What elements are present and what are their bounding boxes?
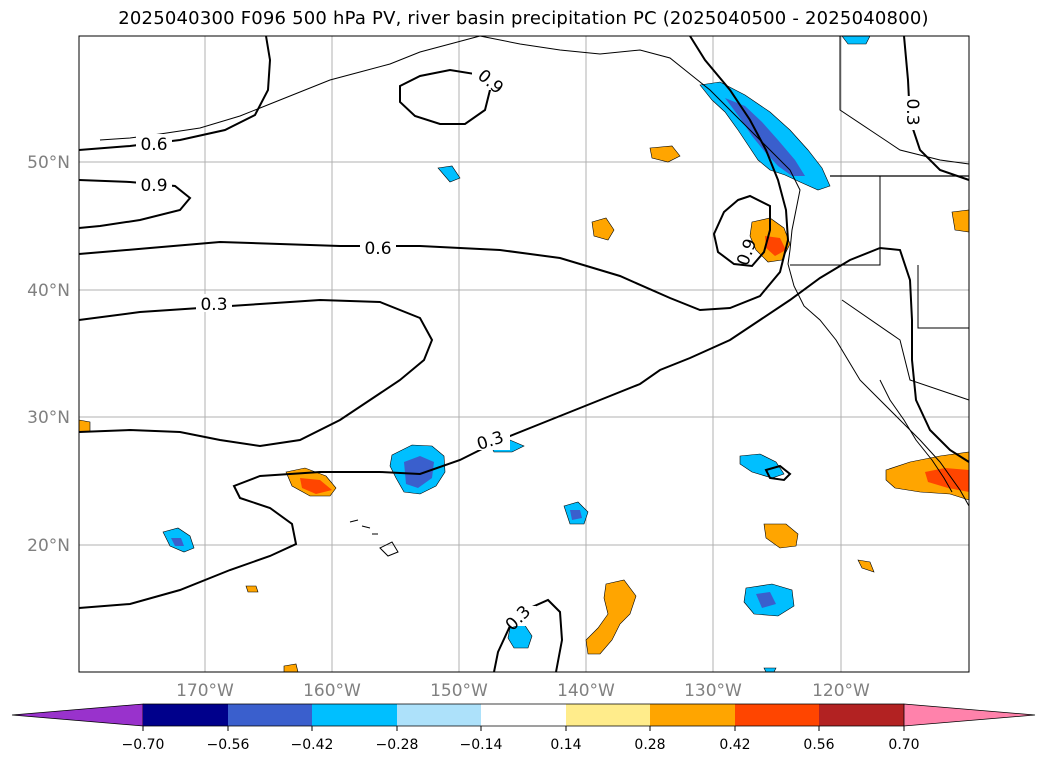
colorbar-bin-9 [819,704,904,726]
colorbar-bin-3 [312,704,397,726]
colorbar-tick-label: −0.28 [376,737,419,753]
colorbar-outline [143,703,904,727]
colorbar-tick-label: −0.14 [460,737,503,753]
colorbar-extend-low [11,703,144,727]
lon-label-170w: 170°W [176,681,234,701]
lat-label-30n: 30°N [27,408,70,428]
colorbar-tick-label: −0.42 [291,737,334,753]
contour-label-03-east: 0.3 [902,98,922,125]
contour-03-main [78,246,970,609]
lon-labels: 170°W 160°W 150°W 140°W 130°W 120°W [176,681,870,701]
coast-hawaii-big [379,541,399,557]
lon-label-130w: 130°W [684,681,742,701]
lat-label-50n: 50°N [27,153,70,173]
contour-label-09-west: 0.9 [140,176,167,196]
colorbar-bin-2 [228,704,312,726]
colorbar-tick-label: 0.70 [888,737,919,753]
shade-small-pos-2 [591,217,615,241]
map-background [79,36,969,672]
shade-neg-26n-127w [739,453,785,479]
contour-small-ring [764,464,792,482]
shade-pos-25n-core [300,478,332,494]
colorbar-bin-5 [481,704,566,726]
contour-label-06-north: 0.6 [140,135,167,155]
shade-neg-15n-core [756,592,776,608]
contour-03-west [78,298,434,448]
colorbar-tick-label: 0.14 [550,737,581,753]
contour-03-south [493,598,564,673]
colorbar: −0.70 −0.56 −0.42 −0.28 −0.14 0.14 0.28 … [11,703,1036,753]
shade-neg-22n-core [570,510,582,520]
colorbar-bin-7 [650,704,735,726]
lat-labels: 50°N 40°N 30°N 20°N [27,153,70,556]
lon-label-160w: 160°W [303,681,361,701]
contour-09-gulf [399,68,492,125]
contour-label-06-main: 0.6 [364,239,391,259]
shade-tiny-4 [763,667,777,673]
lon-label-120w: 120°W [812,681,870,701]
colorbar-bin-8 [735,704,819,726]
shade-pnw-core [725,98,805,176]
map-panel: 0.6 0.9 0.9 0.6 0.3 0.3 0.3 0.9 0.3 [78,35,970,673]
border-states-2 [917,265,969,329]
border-states-3 [841,299,970,401]
map-frame [78,35,970,673]
colorbar-tick-label: 0.42 [719,737,750,753]
shade-neg-20n-core [171,538,184,546]
lat-label-40n: 40°N [27,281,70,301]
border-canada-prov [839,36,970,165]
shade-west-edge [78,419,91,433]
shade-pos-21n-126w [763,523,799,549]
lat-label-20n: 20°N [27,536,70,556]
shade-small-pos-1 [649,145,681,163]
colorbar-tick-label: −0.70 [122,737,165,753]
colorbar-bin-1 [143,704,228,726]
lon-label-150w: 150°W [430,681,488,701]
shade-oregon-core [765,236,786,256]
border-states-1 [790,176,881,266]
shade-tiny-1 [857,559,875,573]
shade-pos-15n-137w [585,579,637,655]
shaded-anomalies [78,35,970,673]
shade-neg-25n-core [404,456,434,488]
colorbar-extend-high [903,703,1036,727]
colorbar-tick-label: 0.28 [634,737,665,753]
contour-09-oregon [712,194,771,268]
colorbar-tick-label: 0.56 [803,737,834,753]
contour-03-east [903,35,970,181]
coastlines [99,35,970,557]
coast-hawaii-chain [349,519,378,535]
contour-label-03-west: 0.3 [200,295,227,315]
gridlines [79,36,969,672]
coast-north-america [479,35,970,507]
colorbar-bin-6 [566,704,650,726]
lon-label-140w: 140°W [557,681,615,701]
coast-baja [879,379,953,493]
shade-small-neg-1 [437,165,461,183]
shade-small-pos-3 [951,209,970,233]
map-title: 2025040300 F096 500 hPa PV, river basin … [118,8,929,29]
shade-baja-core [925,468,969,492]
colorbar-ticks [142,726,905,731]
colorbar-bin-4 [397,704,481,726]
contour-06-main [78,35,790,312]
colorbar-tick-label: −0.56 [207,737,250,753]
shade-tiny-2 [245,585,259,593]
